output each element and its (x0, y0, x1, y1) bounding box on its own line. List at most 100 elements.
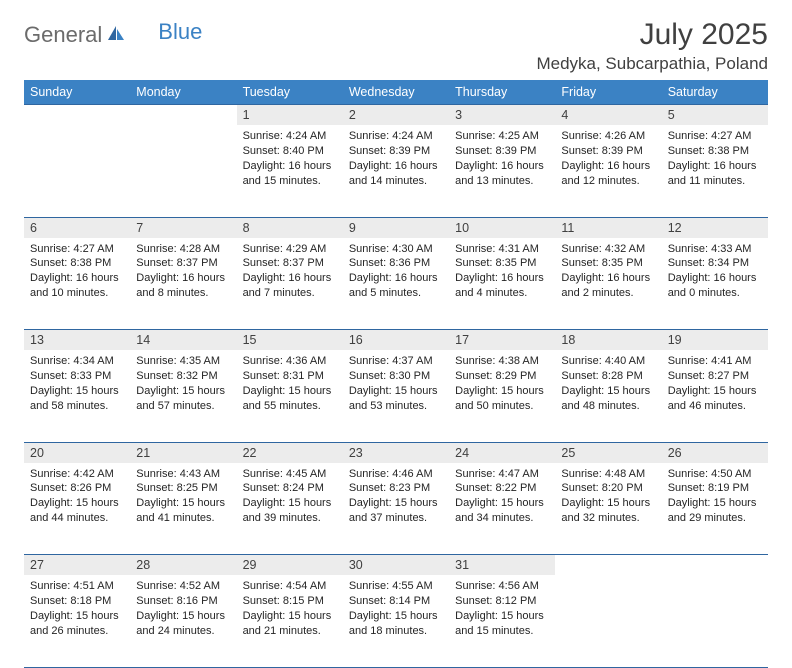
sunrise-text: Sunrise: 4:24 AM (349, 129, 443, 144)
day-number: 5 (662, 105, 768, 126)
daylight-text-2: and 29 minutes. (668, 511, 762, 526)
daylight-text-2: and 5 minutes. (349, 286, 443, 301)
day-cell: Sunrise: 4:45 AMSunset: 8:24 PMDaylight:… (237, 463, 343, 555)
sunset-text: Sunset: 8:36 PM (349, 256, 443, 271)
day-cell: Sunrise: 4:27 AMSunset: 8:38 PMDaylight:… (662, 125, 768, 217)
daylight-text-1: Daylight: 15 hours (243, 496, 337, 511)
daylight-text-1: Daylight: 15 hours (455, 496, 549, 511)
sunset-text: Sunset: 8:38 PM (30, 256, 124, 271)
day-cell: Sunrise: 4:43 AMSunset: 8:25 PMDaylight:… (130, 463, 236, 555)
day-number: 20 (24, 442, 130, 463)
day-cell: Sunrise: 4:24 AMSunset: 8:39 PMDaylight:… (343, 125, 449, 217)
daylight-text-2: and 12 minutes. (561, 174, 655, 189)
day-cell (555, 575, 661, 667)
day-cell: Sunrise: 4:25 AMSunset: 8:39 PMDaylight:… (449, 125, 555, 217)
daylight-text-2: and 46 minutes. (668, 399, 762, 414)
content-row: Sunrise: 4:24 AMSunset: 8:40 PMDaylight:… (24, 125, 768, 217)
day-cell: Sunrise: 4:41 AMSunset: 8:27 PMDaylight:… (662, 350, 768, 442)
daylight-text-2: and 15 minutes. (243, 174, 337, 189)
day-cell: Sunrise: 4:48 AMSunset: 8:20 PMDaylight:… (555, 463, 661, 555)
daylight-text-1: Daylight: 15 hours (455, 609, 549, 624)
day-cell: Sunrise: 4:26 AMSunset: 8:39 PMDaylight:… (555, 125, 661, 217)
logo: General Blue (24, 22, 202, 48)
weekday-header-row: Sunday Monday Tuesday Wednesday Thursday… (24, 80, 768, 105)
day-cell: Sunrise: 4:50 AMSunset: 8:19 PMDaylight:… (662, 463, 768, 555)
daylight-text-2: and 55 minutes. (243, 399, 337, 414)
daylight-text-1: Daylight: 15 hours (561, 384, 655, 399)
daylight-text-2: and 39 minutes. (243, 511, 337, 526)
day-number: 15 (237, 330, 343, 351)
day-number: 2 (343, 105, 449, 126)
day-number: 1 (237, 105, 343, 126)
sunrise-text: Sunrise: 4:32 AM (561, 242, 655, 257)
weekday-header: Thursday (449, 80, 555, 105)
daylight-text-2: and 18 minutes. (349, 624, 443, 639)
daylight-text-1: Daylight: 16 hours (668, 159, 762, 174)
day-number: 25 (555, 442, 661, 463)
sunset-text: Sunset: 8:25 PM (136, 481, 230, 496)
daylight-text-1: Daylight: 15 hours (136, 496, 230, 511)
daylight-text-1: Daylight: 15 hours (30, 496, 124, 511)
daylight-text-1: Daylight: 15 hours (349, 384, 443, 399)
sunrise-text: Sunrise: 4:34 AM (30, 354, 124, 369)
daylight-text-1: Daylight: 16 hours (349, 271, 443, 286)
day-number: 13 (24, 330, 130, 351)
daylight-text-2: and 57 minutes. (136, 399, 230, 414)
day-cell: Sunrise: 4:37 AMSunset: 8:30 PMDaylight:… (343, 350, 449, 442)
day-number: 21 (130, 442, 236, 463)
sunset-text: Sunset: 8:33 PM (30, 369, 124, 384)
daylight-text-2: and 32 minutes. (561, 511, 655, 526)
daynum-row: 2728293031 (24, 555, 768, 576)
daylight-text-1: Daylight: 15 hours (30, 384, 124, 399)
title-block: July 2025 Medyka, Subcarpathia, Poland (536, 18, 768, 74)
day-number: 11 (555, 217, 661, 238)
daylight-text-2: and 26 minutes. (30, 624, 124, 639)
weekday-header: Monday (130, 80, 236, 105)
sunset-text: Sunset: 8:19 PM (668, 481, 762, 496)
day-number: 24 (449, 442, 555, 463)
day-cell: Sunrise: 4:56 AMSunset: 8:12 PMDaylight:… (449, 575, 555, 667)
daylight-text-1: Daylight: 15 hours (668, 384, 762, 399)
sunrise-text: Sunrise: 4:56 AM (455, 579, 549, 594)
sunrise-text: Sunrise: 4:29 AM (243, 242, 337, 257)
day-number: 26 (662, 442, 768, 463)
daylight-text-2: and 41 minutes. (136, 511, 230, 526)
day-number: 16 (343, 330, 449, 351)
sunrise-text: Sunrise: 4:28 AM (136, 242, 230, 257)
daylight-text-2: and 2 minutes. (561, 286, 655, 301)
daylight-text-2: and 58 minutes. (30, 399, 124, 414)
sunset-text: Sunset: 8:12 PM (455, 594, 549, 609)
daylight-text-1: Daylight: 16 hours (561, 271, 655, 286)
sunrise-text: Sunrise: 4:24 AM (243, 129, 337, 144)
day-cell: Sunrise: 4:31 AMSunset: 8:35 PMDaylight:… (449, 238, 555, 330)
sunset-text: Sunset: 8:30 PM (349, 369, 443, 384)
daylight-text-1: Daylight: 15 hours (243, 609, 337, 624)
daylight-text-2: and 24 minutes. (136, 624, 230, 639)
day-cell (130, 125, 236, 217)
daylight-text-2: and 48 minutes. (561, 399, 655, 414)
sunset-text: Sunset: 8:35 PM (455, 256, 549, 271)
daynum-row: 20212223242526 (24, 442, 768, 463)
calendar-table: Sunday Monday Tuesday Wednesday Thursday… (24, 80, 768, 668)
day-cell: Sunrise: 4:24 AMSunset: 8:40 PMDaylight:… (237, 125, 343, 217)
sunset-text: Sunset: 8:31 PM (243, 369, 337, 384)
day-number (662, 555, 768, 576)
day-number: 12 (662, 217, 768, 238)
daylight-text-2: and 53 minutes. (349, 399, 443, 414)
sunrise-text: Sunrise: 4:37 AM (349, 354, 443, 369)
sunrise-text: Sunrise: 4:55 AM (349, 579, 443, 594)
day-cell: Sunrise: 4:42 AMSunset: 8:26 PMDaylight:… (24, 463, 130, 555)
sunset-text: Sunset: 8:20 PM (561, 481, 655, 496)
day-number: 4 (555, 105, 661, 126)
day-number: 3 (449, 105, 555, 126)
daylight-text-1: Daylight: 16 hours (455, 271, 549, 286)
daylight-text-1: Daylight: 15 hours (30, 609, 124, 624)
daylight-text-1: Daylight: 15 hours (668, 496, 762, 511)
daylight-text-1: Daylight: 15 hours (136, 384, 230, 399)
day-cell: Sunrise: 4:54 AMSunset: 8:15 PMDaylight:… (237, 575, 343, 667)
daylight-text-1: Daylight: 16 hours (243, 159, 337, 174)
sunset-text: Sunset: 8:28 PM (561, 369, 655, 384)
location: Medyka, Subcarpathia, Poland (536, 54, 768, 74)
sunrise-text: Sunrise: 4:27 AM (668, 129, 762, 144)
daylight-text-2: and 10 minutes. (30, 286, 124, 301)
